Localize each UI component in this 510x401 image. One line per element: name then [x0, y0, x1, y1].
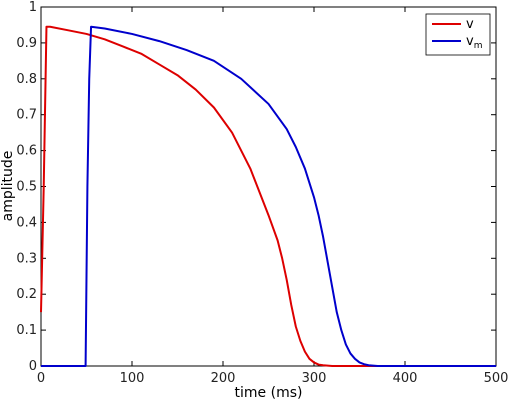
series-line-v [40, 25, 496, 367]
plot-area [40, 6, 497, 367]
x-tick-label: 200 [211, 371, 236, 386]
legend: v vm [425, 13, 491, 56]
legend-box [425, 13, 491, 56]
y-tick-label: 0.6 [16, 144, 37, 159]
x-tick-label: 500 [484, 371, 509, 386]
y-tick-label: 0.4 [16, 215, 37, 230]
legend-label-vm-sub: m [474, 41, 483, 51]
y-tick-label: 0 [29, 359, 37, 374]
y-tick-label: 0.3 [16, 251, 37, 266]
legend-label-v: v [466, 17, 474, 32]
series-line-vm [41, 25, 496, 367]
x-tick-label: 400 [393, 371, 418, 386]
y-tick-label: 0.8 [16, 72, 37, 87]
x-axis-label: time (ms) [235, 385, 303, 401]
series-lines [40, 25, 496, 367]
y-axis-label: amplitude [0, 151, 16, 222]
y-tick-label: 0.5 [16, 180, 37, 195]
y-tick-label: 1 [29, 0, 37, 15]
y-tick-label: 0.7 [16, 108, 37, 123]
y-tick-label: 0.2 [16, 287, 37, 302]
axis-ticks: 0 100 200 300 400 500 0 0.1 0.2 0.3 0.4 0.5 0.6 0.7 0.… [16, 0, 508, 386]
legend-label-vm: vm [466, 34, 482, 51]
x-tick-label: 0 [37, 371, 45, 386]
y-tick-label: 0.9 [16, 36, 37, 51]
legend-label-vm-main: v [466, 34, 474, 49]
x-tick-label: 100 [120, 371, 145, 386]
x-tick-label: 300 [302, 371, 327, 386]
y-tick-label: 0.1 [16, 323, 37, 338]
